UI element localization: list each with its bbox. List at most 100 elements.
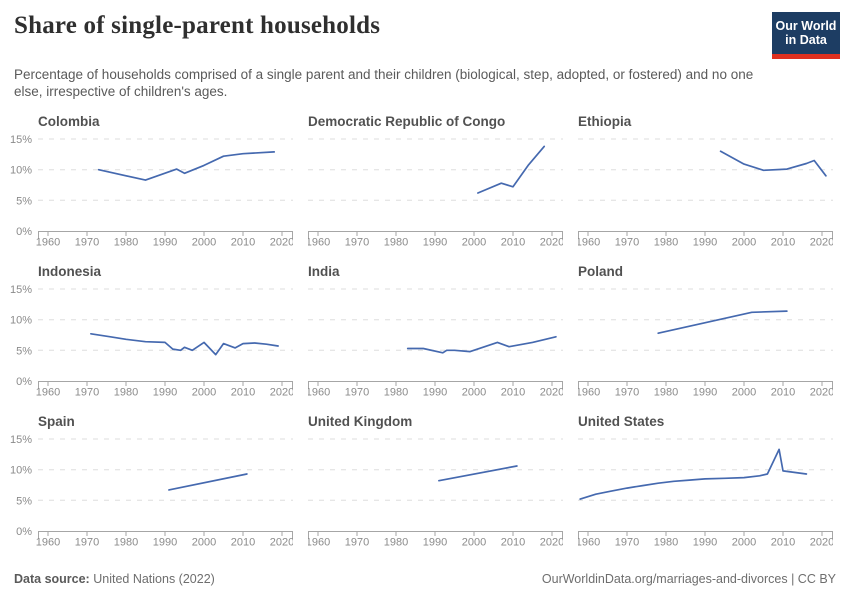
x-tick-label: 1970 xyxy=(345,386,369,398)
x-tick-label: 1990 xyxy=(153,536,177,548)
x-tick-label: 2000 xyxy=(192,536,216,548)
facet-ethiopia: Ethiopia 1960 1970 1980 1990 2000 2010 2020 xyxy=(576,113,834,249)
charts-grid: Colombia 1960 1970 1980 1990 2000 2010 2020 0% 5… xyxy=(0,113,850,549)
y-tick-label: 15% xyxy=(10,134,32,146)
facet-india: India 1960 1970 1980 1990 2000 2010 2020 xyxy=(306,264,564,399)
header: Share of single-parent households Our Wo… xyxy=(0,0,850,101)
data-line xyxy=(579,448,808,500)
line-chart-svg: 1960 1970 1980 1990 2000 2010 2020 0% 5% 10% 15% xyxy=(10,284,294,399)
x-tick-label: 2000 xyxy=(462,236,486,248)
x-tick-label: 1960 xyxy=(36,236,60,248)
x-tick-label: 1990 xyxy=(153,236,177,248)
x-tick-label: 2020 xyxy=(270,386,293,398)
x-tick-label: 2020 xyxy=(810,386,833,398)
x-tick-label: 1960 xyxy=(308,536,330,548)
facet-plot: 1960 1970 1980 1990 2000 2010 2020 0% 5% 10% 15% xyxy=(8,434,294,549)
x-tick-label: 1970 xyxy=(345,236,369,248)
x-tick-label: 1990 xyxy=(153,386,177,398)
y-tick-label: 15% xyxy=(10,434,32,446)
x-tick-label: 1980 xyxy=(114,236,138,248)
x-tick-label: 1970 xyxy=(75,236,99,248)
facet-plot: 1960 1970 1980 1990 2000 2010 2020 xyxy=(306,434,564,548)
x-tick-label: 1960 xyxy=(36,386,60,398)
facet-title: United Kingdom xyxy=(308,413,413,429)
chart-subtitle: Percentage of households comprised of a … xyxy=(14,67,754,100)
x-tick-label: 2010 xyxy=(771,386,795,398)
facet-spain: Spain 1960 1970 1980 1990 2000 2010 2020 0% 5% 10… xyxy=(8,413,294,549)
x-tick-label: 1960 xyxy=(36,536,60,548)
facet-democratic-republic-of-congo: Democratic Republic of Congo 1960 1970 198… xyxy=(306,113,564,249)
x-tick-label: 1990 xyxy=(423,386,447,398)
x-tick-label: 2020 xyxy=(810,536,833,548)
x-tick-label: 2020 xyxy=(540,386,563,398)
facet-united-states: United States 1960 1970 1980 1990 2000 2010 20… xyxy=(576,414,834,549)
data-line xyxy=(719,149,827,177)
y-tick-label: 10% xyxy=(10,464,32,476)
footer-license: | CC BY xyxy=(787,571,836,586)
line-chart-svg: 1960 1970 1980 1990 2000 2010 2020 xyxy=(576,438,834,548)
x-tick-label: 2010 xyxy=(231,386,255,398)
x-tick-label: 1990 xyxy=(693,236,717,248)
x-tick-label: 2010 xyxy=(501,536,525,548)
x-tick-label: 1980 xyxy=(384,536,408,548)
x-tick-label: 1970 xyxy=(345,536,369,548)
facet-colombia: Colombia 1960 1970 1980 1990 2000 2010 2020 0% 5… xyxy=(8,113,294,249)
data-line xyxy=(406,335,557,354)
facet-title: Spain xyxy=(38,413,75,429)
x-tick-label: 2020 xyxy=(810,236,833,248)
x-tick-label: 1980 xyxy=(384,236,408,248)
y-tick-label: 15% xyxy=(10,284,32,296)
facet-title: Ethiopia xyxy=(578,113,632,129)
facet-indonesia: Indonesia 1960 1970 1980 1990 2000 2010 2020 0%… xyxy=(8,264,294,399)
x-tick-label: 1980 xyxy=(114,536,138,548)
x-tick-label: 2020 xyxy=(270,236,293,248)
footer-url[interactable]: OurWorldinData.org/marriages-and-divorce… xyxy=(541,571,788,586)
footer: Data source: United Nations (2022) OurWo… xyxy=(0,572,850,586)
x-tick-label: 2010 xyxy=(771,536,795,548)
x-tick-label: 2000 xyxy=(192,386,216,398)
line-chart-svg: 1960 1970 1980 1990 2000 2010 2020 0% 5% 10% 15% xyxy=(10,434,294,549)
owid-logo[interactable]: Our World in Data xyxy=(772,12,840,59)
x-tick-label: 1960 xyxy=(578,236,600,248)
facet-plot: 1960 1970 1980 1990 2000 2010 2020 xyxy=(576,434,834,548)
title-row: Share of single-parent households Our Wo… xyxy=(14,12,840,59)
facet-title: Democratic Republic of Congo xyxy=(308,113,506,129)
x-tick-label: 2000 xyxy=(732,386,756,398)
facet-title: Colombia xyxy=(38,113,100,129)
x-tick-label: 2010 xyxy=(501,236,525,248)
x-tick-label: 1960 xyxy=(308,386,330,398)
x-tick-label: 1980 xyxy=(114,386,138,398)
y-tick-label: 0% xyxy=(16,226,32,238)
x-tick-label: 1980 xyxy=(384,386,408,398)
x-tick-label: 1990 xyxy=(693,386,717,398)
facet-poland: Poland 1960 1970 1980 1990 2000 2010 2020 xyxy=(576,264,834,399)
x-tick-label: 2020 xyxy=(540,236,563,248)
data-source: Data source: United Nations (2022) xyxy=(14,572,215,586)
x-tick-label: 2000 xyxy=(192,236,216,248)
data-line xyxy=(477,145,546,194)
x-tick-label: 1970 xyxy=(615,236,639,248)
y-tick-label: 5% xyxy=(16,345,32,357)
x-tick-label: 1980 xyxy=(654,536,678,548)
x-tick-label: 1990 xyxy=(423,236,447,248)
data-source-value: United Nations (2022) xyxy=(93,571,215,586)
y-tick-label: 5% xyxy=(16,495,32,507)
page-title: Share of single-parent households xyxy=(14,12,381,39)
facet-plot: 1960 1970 1980 1990 2000 2010 2020 0% 5% 10% 15% xyxy=(8,134,294,249)
y-tick-label: 0% xyxy=(16,376,32,388)
data-line xyxy=(657,309,788,334)
x-tick-label: 1970 xyxy=(75,386,99,398)
facet-plot: 1960 1970 1980 1990 2000 2010 2020 xyxy=(306,284,564,398)
x-tick-label: 2000 xyxy=(732,236,756,248)
x-tick-label: 2020 xyxy=(540,536,563,548)
facet-plot: 1960 1970 1980 1990 2000 2010 2020 0% 5% 10% 15% xyxy=(8,284,294,399)
line-chart-svg: 1960 1970 1980 1990 2000 2010 2020 xyxy=(576,288,834,398)
x-tick-label: 1970 xyxy=(615,536,639,548)
x-tick-label: 2020 xyxy=(270,536,293,548)
license-line: OurWorldinData.org/marriages-and-divorce… xyxy=(542,572,836,586)
x-tick-label: 2010 xyxy=(231,536,255,548)
x-tick-label: 1990 xyxy=(423,536,447,548)
facet-plot: 1960 1970 1980 1990 2000 2010 2020 xyxy=(576,134,834,248)
logo-line2: in Data xyxy=(785,33,827,47)
